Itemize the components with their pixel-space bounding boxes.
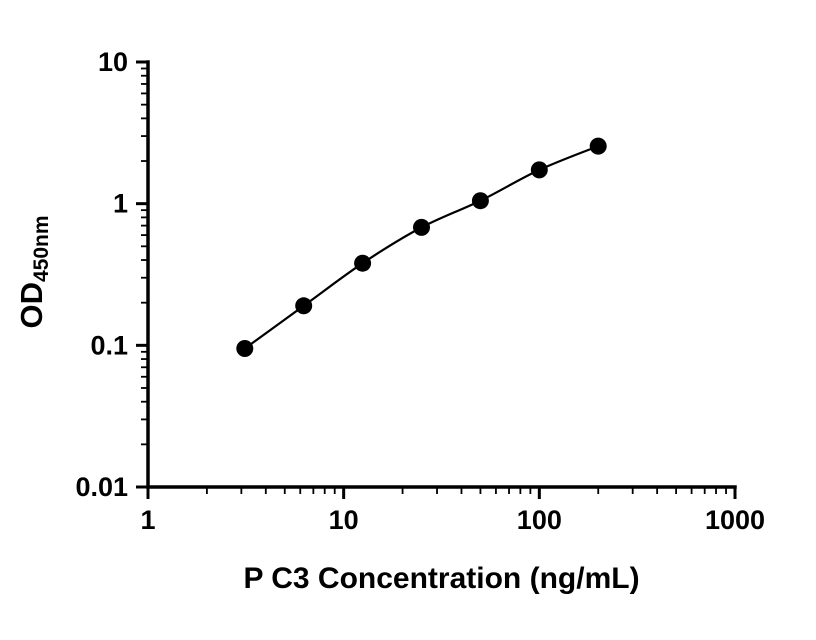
y-tick-label: 0.1 [90, 330, 128, 360]
data-point [295, 297, 313, 315]
y-axis-title-main: OD [14, 282, 49, 329]
data-point [471, 192, 489, 210]
curve-line [244, 145, 599, 350]
x-tick-labels: 1 10 100 1000 [140, 505, 765, 535]
series-standard-curve [236, 137, 607, 357]
y-axis-title: OD450nm [14, 215, 53, 328]
y-axis-title-subscript: 450nm [30, 215, 53, 282]
data-point [589, 137, 607, 155]
y-tick-label: 0.01 [75, 472, 128, 502]
data-point [236, 340, 254, 357]
y-axis-ticks [136, 60, 148, 489]
x-axis-ticks [146, 487, 737, 499]
data-point [354, 254, 372, 272]
x-tick-label: 1000 [705, 505, 765, 535]
x-tick-label: 10 [329, 505, 359, 535]
y-tick-label: 10 [98, 47, 128, 77]
y-tick-labels: 0.01 0.1 1 10 [75, 47, 128, 502]
x-tick-label: 1 [140, 505, 155, 535]
axes [136, 60, 737, 499]
x-tick-label: 100 [517, 505, 562, 535]
axis-spines [146, 60, 737, 489]
data-point [530, 161, 548, 179]
data-point [413, 218, 430, 236]
x-axis-title: P C3 Concentration (ng/mL) [243, 562, 639, 595]
y-tick-label: 1 [113, 189, 128, 219]
